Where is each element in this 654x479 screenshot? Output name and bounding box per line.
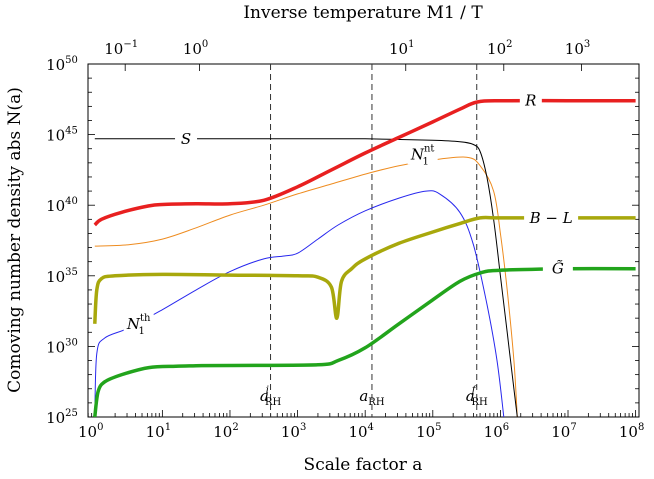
x-tick-label: 105 (416, 422, 441, 441)
series-label-Gtilde: G̃ (542, 258, 573, 279)
x-tick-label: 101 (146, 422, 171, 441)
y-tick-label: 1045 (46, 126, 78, 145)
top-tick-label: 10−1 (104, 39, 138, 58)
series-label-R: R (519, 90, 542, 111)
series-label-text: S (181, 130, 191, 148)
x-tick-label: 100 (78, 422, 103, 441)
series-line-BL (93, 215, 636, 324)
reheating-lines (270, 64, 478, 417)
top-tick-label: 102 (487, 39, 512, 58)
x-tick-label: 102 (213, 422, 238, 441)
reheating-labels: ai RH aRH af RH (260, 385, 488, 408)
series-line-N1nt (94, 156, 518, 417)
series-label-text: Nnt 1 (410, 143, 435, 167)
series-line-R (93, 98, 636, 227)
y-tick-label: 1025 (46, 408, 78, 427)
label-bg (524, 207, 579, 228)
x-tick-label: 106 (484, 422, 509, 441)
series-label-text: Nth 1 (126, 313, 151, 337)
label-bg (542, 258, 573, 279)
y-tick-label: 1035 (46, 267, 78, 286)
label-bg (407, 144, 438, 165)
series-label-N1nt: Nnt 1 (407, 143, 438, 167)
y-tick-label: 1050 (46, 55, 78, 74)
x-tick-label: 108 (619, 422, 644, 441)
top-axis-title: Inverse temperature M1 / T (243, 3, 483, 23)
series-label-BL: B − L (524, 207, 579, 228)
label-bg (123, 313, 154, 334)
x-axis-title: Scale factor a (304, 455, 423, 475)
vline-label-a_RH_i: ai RH (260, 385, 282, 408)
y-tick-label: 1030 (46, 337, 78, 356)
y-tick-label: 1040 (46, 196, 78, 215)
x-tick-label: 103 (281, 422, 306, 441)
series-labels: S R Nnt 1 B − L G̃ Nth 1 (123, 90, 579, 337)
series-label-text: R (524, 92, 536, 110)
vline-label-a_RH: aRH (359, 387, 384, 408)
series-line-S (94, 138, 518, 417)
top-tick-label: 100 (183, 39, 208, 58)
top-tick-label: 103 (565, 39, 590, 58)
series-label-S: S (175, 128, 198, 149)
series-line-Gtilde (93, 266, 636, 417)
series-label-N1th: Nth 1 (123, 313, 154, 337)
x-tick-label: 107 (551, 422, 576, 441)
label-bg (519, 90, 542, 111)
series-label-text: B − L (529, 209, 573, 227)
series-line-N1th (94, 190, 505, 417)
top-tick-label: 101 (389, 39, 414, 58)
plot-frame (87, 63, 640, 418)
ticks: 100 101 102 103 104 105 106 107 108 10−1 100 101 102… (46, 39, 644, 441)
y-axis-title: Comoving number density abs N(a) (5, 87, 25, 393)
x-tick-label: 104 (348, 422, 373, 441)
label-bg (175, 128, 198, 149)
series-label-text: G̃ (552, 260, 564, 278)
vline-label-a_RH_f: af RH (466, 385, 488, 408)
